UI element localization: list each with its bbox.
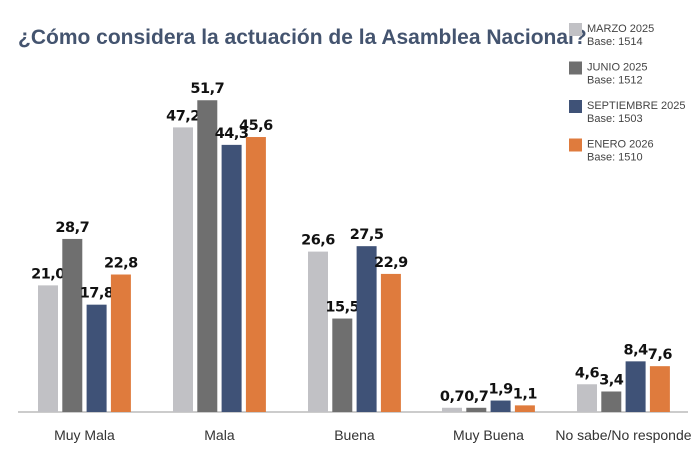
category-label: Muy Buena [453,427,524,443]
data-label: 26,6 [301,233,335,249]
data-label: 8,4 [624,342,649,358]
data-label: 47,2 [166,108,200,124]
data-label: 21,0 [31,266,65,282]
bar [245,137,266,413]
bar [86,304,107,412]
data-label: 22,9 [374,255,408,271]
bar [380,273,401,412]
bar [197,100,218,413]
data-label: 22,8 [104,256,138,272]
bar [221,144,242,412]
bar [442,407,462,412]
data-label: 17,8 [80,286,114,302]
bar [466,407,487,412]
bar [356,246,377,412]
legend-base: Base: 1512 [587,75,643,87]
category-label: Mala [204,427,235,443]
data-label: 7,6 [648,347,673,363]
bar [490,400,511,412]
data-label: 3,4 [599,372,624,388]
chart-title: ¿Cómo considera la actuación de la Asamb… [18,26,587,49]
bar [110,274,131,412]
data-label: 28,7 [55,220,89,236]
data-label: 1,1 [513,386,538,402]
bar [62,238,83,412]
legend-base: Base: 1503 [587,113,643,125]
bar [625,361,646,412]
bar [38,285,58,412]
legend-swatch [569,100,582,113]
category-label: Muy Mala [54,427,115,443]
legend-label: SEPTIEMBRE 2025 [587,100,685,112]
category-label: No sabe/No responde [555,427,691,443]
data-label: 44,3 [215,126,249,142]
bar [332,318,353,412]
data-label: 27,5 [350,227,384,243]
bar [514,405,535,412]
legend-swatch [569,138,582,152]
data-label: 1,9 [489,382,514,398]
data-label: 51,7 [190,81,224,97]
legend-swatch [569,23,582,36]
bar [601,391,622,412]
legend-label: JUNIO 2025 [587,62,648,74]
legend-label: MARZO 2025 [587,23,654,35]
bar [577,384,597,412]
data-label: 0,7 [464,389,488,405]
bar [308,251,328,412]
legend-base: Base: 1510 [587,152,643,164]
legend-base: Base: 1514 [587,36,643,48]
legend-label: ENERO 2026 [587,139,654,151]
legend-swatch [569,61,582,75]
bar [649,366,670,412]
bar [173,127,193,412]
category-label: Buena [334,427,375,443]
data-label: 15,5 [325,300,359,316]
data-label: 0,7 [440,389,464,405]
data-label: 45,6 [239,118,273,134]
data-label: 4,6 [575,365,600,381]
